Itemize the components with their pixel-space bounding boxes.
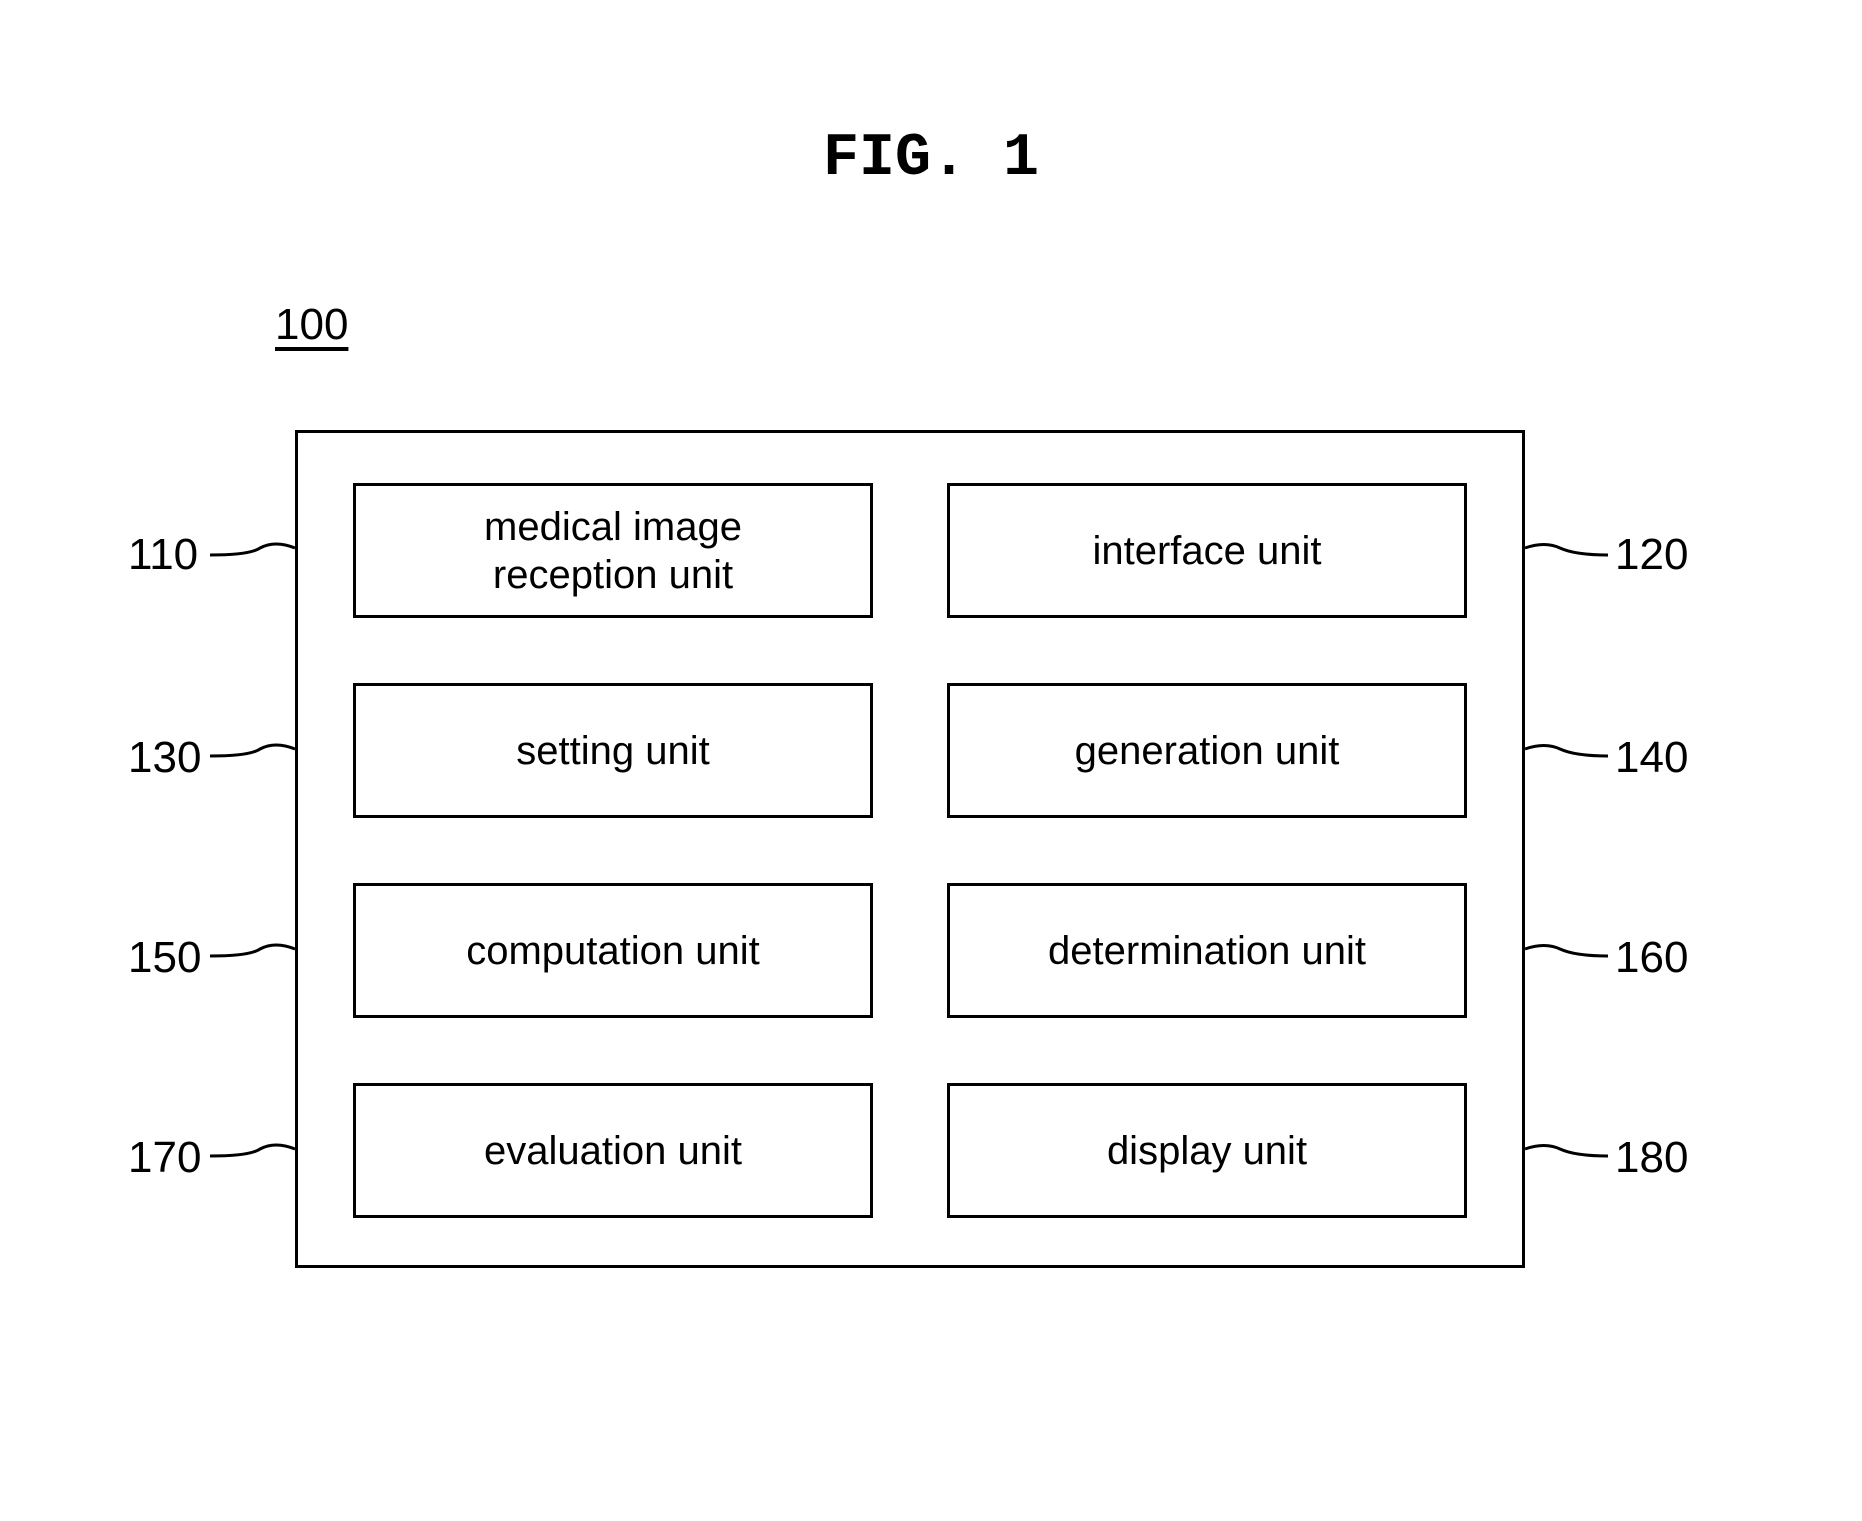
unit-box-generation: generation unit xyxy=(947,683,1467,818)
figure-title: FIG. 1 xyxy=(823,125,1039,193)
unit-box-medical-image-reception: medical imagereception unit xyxy=(353,483,873,618)
reference-label-110: 110 xyxy=(128,530,198,580)
reference-label-170: 170 xyxy=(128,1133,201,1183)
diagram-row: computation unit determination unit xyxy=(298,883,1522,1018)
container-reference-label: 100 xyxy=(275,300,348,350)
unit-box-interface: interface unit xyxy=(947,483,1467,618)
reference-label-180: 180 xyxy=(1615,1133,1688,1183)
reference-label-140: 140 xyxy=(1615,733,1688,783)
unit-box-computation: computation unit xyxy=(353,883,873,1018)
unit-box-evaluation: evaluation unit xyxy=(353,1083,873,1218)
unit-box-setting: setting unit xyxy=(353,683,873,818)
diagram-row: evaluation unit display unit xyxy=(298,1083,1522,1218)
diagram-row: setting unit generation unit xyxy=(298,683,1522,818)
unit-box-determination: determination unit xyxy=(947,883,1467,1018)
reference-label-120: 120 xyxy=(1615,530,1688,580)
unit-box-display: display unit xyxy=(947,1083,1467,1218)
reference-label-160: 160 xyxy=(1615,933,1688,983)
system-container-box: medical imagereception unit interface un… xyxy=(295,430,1525,1268)
diagram-row: medical imagereception unit interface un… xyxy=(298,483,1522,618)
reference-label-130: 130 xyxy=(128,733,201,783)
reference-label-150: 150 xyxy=(128,933,201,983)
